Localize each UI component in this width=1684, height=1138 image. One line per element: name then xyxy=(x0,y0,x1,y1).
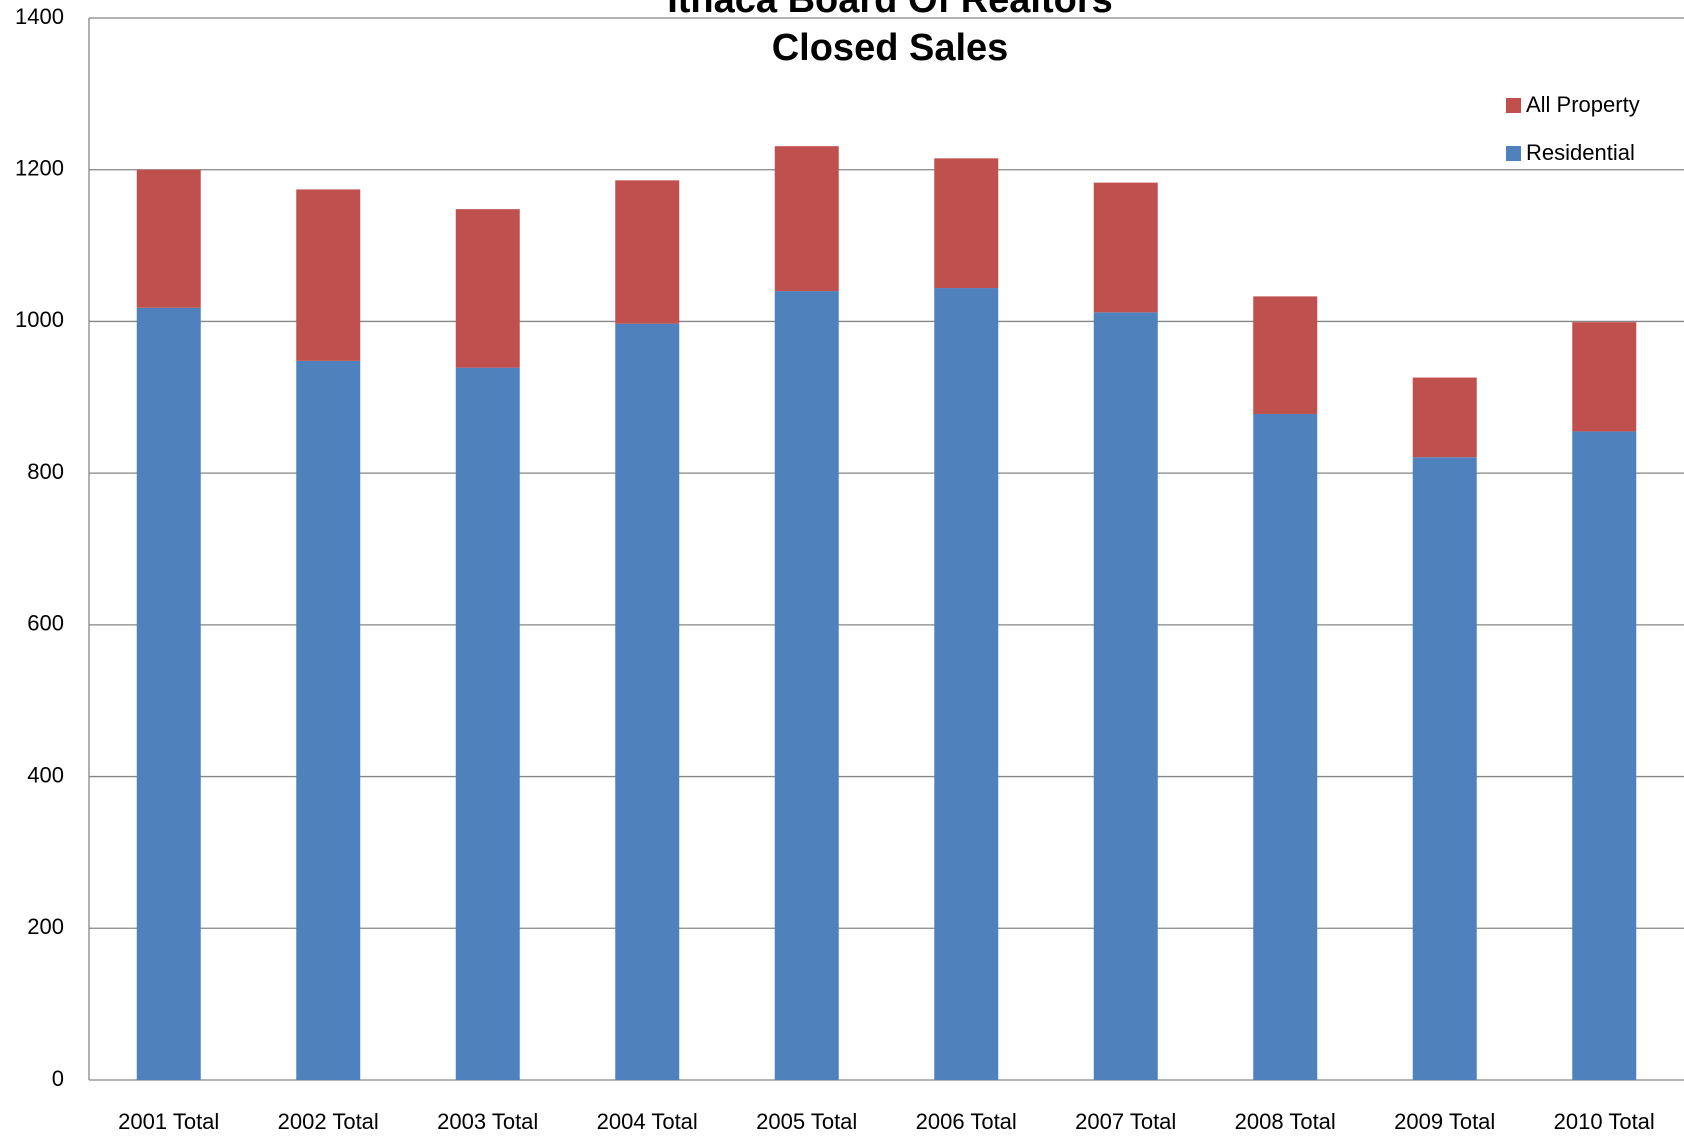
bar-segment xyxy=(455,367,520,1080)
x-tick-label: 2006 Total xyxy=(916,1109,1017,1134)
bar-segment xyxy=(774,291,839,1081)
y-tick-label: 200 xyxy=(27,914,64,939)
y-tick-label: 800 xyxy=(27,459,64,484)
y-tick-label: 0 xyxy=(52,1066,64,1091)
bar-segment xyxy=(1572,322,1637,432)
y-tick-label: 1400 xyxy=(15,4,64,29)
x-tick-label: 2005 Total xyxy=(756,1109,857,1134)
y-tick-label: 1000 xyxy=(15,307,64,332)
bar-segment xyxy=(296,360,361,1081)
bar-segment xyxy=(1412,377,1477,458)
bar-segment xyxy=(136,169,201,308)
x-tick-label: 2008 Total xyxy=(1235,1109,1336,1134)
x-tick-label: 2001 Total xyxy=(118,1109,219,1134)
bar-segment xyxy=(296,189,361,361)
legend-swatch xyxy=(1506,98,1521,113)
legend-label: Residential xyxy=(1526,140,1635,165)
x-tick-label: 2009 Total xyxy=(1394,1109,1495,1134)
bar-segment xyxy=(1572,431,1637,1081)
x-tick-label: 2007 Total xyxy=(1075,1109,1176,1134)
x-tick-label: 2003 Total xyxy=(437,1109,538,1134)
bar-segment xyxy=(774,146,839,292)
bar-segment xyxy=(136,307,201,1080)
bar-segment xyxy=(1253,296,1318,414)
bar-segment xyxy=(615,323,680,1080)
bar-segment xyxy=(1412,457,1477,1080)
bar-segment xyxy=(1093,182,1158,313)
y-tick-label: 1200 xyxy=(15,156,64,181)
x-tick-label: 2004 Total xyxy=(597,1109,698,1134)
chart-title: Ithaca Board Of Realtors xyxy=(667,0,1113,21)
chart-subtitle: Closed Sales xyxy=(772,27,1009,69)
y-tick-label: 400 xyxy=(27,762,64,787)
legend-swatch xyxy=(1506,146,1521,161)
bar-segment xyxy=(615,180,680,324)
x-tick-label: 2002 Total xyxy=(278,1109,379,1134)
bar-segment xyxy=(1253,413,1318,1081)
bar-segment xyxy=(1093,312,1158,1081)
legend-label: All Property xyxy=(1526,92,1640,117)
bar-segment xyxy=(455,209,520,368)
bar-segment xyxy=(934,288,999,1081)
y-tick-label: 600 xyxy=(27,611,64,636)
bar-segment xyxy=(934,158,999,289)
x-tick-label: 2010 Total xyxy=(1554,1109,1655,1134)
